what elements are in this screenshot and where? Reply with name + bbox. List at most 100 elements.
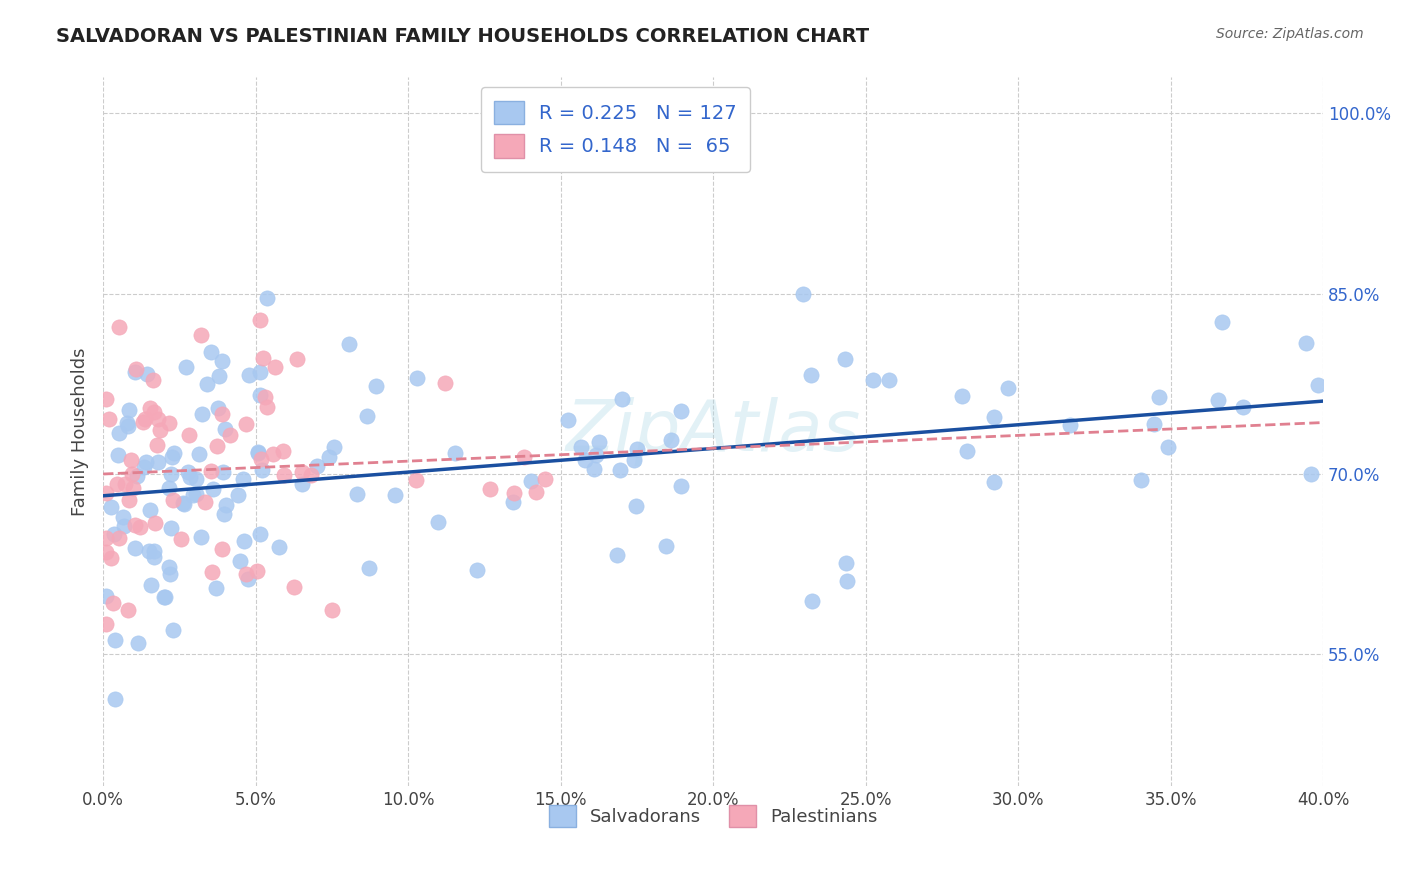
Point [1149, 390, 1171, 404]
Point [107, 531, 129, 545]
Point [384, 488, 406, 502]
Point [247, 445, 270, 459]
Point [1232, 401, 1254, 415]
Point [574, 452, 596, 467]
Point [211, 465, 233, 479]
Point [181, 488, 204, 502]
Point [606, 548, 628, 562]
Point [107, 448, 129, 462]
Point [609, 463, 631, 477]
Point [159, 467, 181, 481]
Point [273, 467, 295, 482]
Point [212, 507, 235, 521]
Point [669, 404, 692, 418]
Point [524, 485, 547, 500]
Point [205, 581, 228, 595]
Point [356, 409, 378, 424]
Point [983, 475, 1005, 490]
Point [215, 499, 238, 513]
Point [201, 566, 224, 580]
Point [108, 425, 131, 440]
Point [127, 468, 149, 483]
Point [287, 352, 309, 367]
Point [502, 495, 524, 509]
Point [138, 543, 160, 558]
Point [519, 474, 541, 488]
Point [143, 549, 166, 564]
Point [104, 633, 127, 648]
Point [321, 603, 343, 617]
Point [146, 455, 169, 469]
Point [157, 559, 180, 574]
Point [117, 418, 139, 433]
Point [211, 354, 233, 368]
Point [246, 564, 269, 578]
Point [188, 447, 211, 461]
Point [191, 407, 214, 421]
Point [139, 578, 162, 592]
Point [1129, 473, 1152, 487]
Point [143, 404, 166, 418]
Point [96, 486, 118, 500]
Point [1299, 467, 1322, 481]
Point [162, 492, 184, 507]
Point [190, 530, 212, 544]
Point [465, 563, 488, 577]
Point [121, 467, 143, 481]
Point [157, 481, 180, 495]
Point [444, 446, 467, 460]
Point [238, 368, 260, 382]
Point [118, 402, 141, 417]
Point [96, 545, 118, 559]
Point [142, 373, 165, 387]
Point [120, 453, 142, 467]
Point [427, 515, 450, 529]
Point [247, 445, 270, 459]
Text: SALVADORAN VS PALESTINIAN FAMILY HOUSEHOLDS CORRELATION CHART: SALVADORAN VS PALESTINIAN FAMILY HOUSEHO… [56, 27, 869, 45]
Point [249, 527, 271, 541]
Point [337, 336, 360, 351]
Point [124, 517, 146, 532]
Text: Source: ZipAtlas.com: Source: ZipAtlas.com [1216, 27, 1364, 41]
Point [835, 556, 858, 570]
Point [207, 440, 229, 454]
Point [671, 479, 693, 493]
Point [588, 434, 610, 449]
Point [250, 452, 273, 467]
Point [800, 368, 823, 383]
Point [1157, 440, 1180, 454]
Point [997, 381, 1019, 395]
Point [143, 544, 166, 558]
Point [862, 374, 884, 388]
Point [135, 455, 157, 469]
Point [104, 691, 127, 706]
Point [214, 422, 236, 436]
Point [1308, 378, 1330, 392]
Point [254, 390, 277, 404]
Point [405, 473, 427, 487]
Point [792, 287, 814, 301]
Point [117, 603, 139, 617]
Point [124, 365, 146, 379]
Point [252, 351, 274, 366]
Point [179, 470, 201, 484]
Point [101, 596, 124, 610]
Point [655, 539, 678, 553]
Point [262, 447, 284, 461]
Point [202, 482, 225, 496]
Point [173, 497, 195, 511]
Point [96, 392, 118, 407]
Point [273, 443, 295, 458]
Point [170, 532, 193, 546]
Point [323, 440, 346, 454]
Point [299, 467, 322, 482]
Point [160, 450, 183, 464]
Point [112, 509, 135, 524]
Point [1143, 417, 1166, 432]
Point [200, 464, 222, 478]
Point [283, 580, 305, 594]
Point [112, 519, 135, 533]
Point [612, 392, 634, 406]
Point [148, 412, 170, 426]
Point [1059, 418, 1081, 433]
